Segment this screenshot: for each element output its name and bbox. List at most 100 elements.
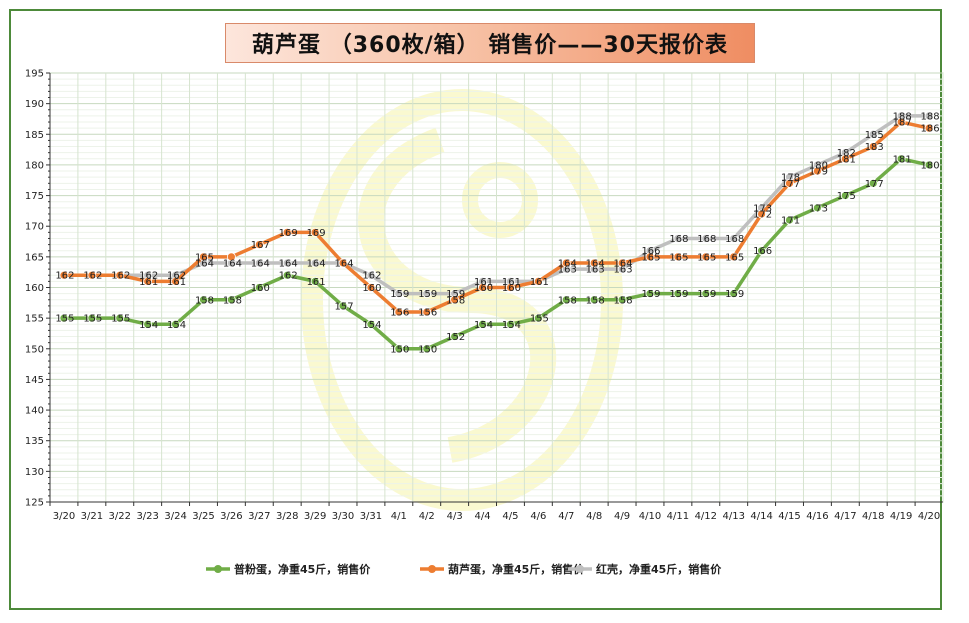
y-tick-label: 195 [25,69,44,80]
series-0 [59,154,934,354]
data-label: 186 [921,124,940,135]
data-label: 165 [669,252,688,263]
data-label: 159 [669,289,688,300]
x-tick-label: 4/9 [614,511,630,522]
data-point [840,154,850,164]
data-point [254,240,264,250]
x-tick-label: 3/25 [192,511,214,522]
data-point [338,258,348,268]
legend-item-0: 普粉蛋，净重45斤，销售价 [206,562,371,576]
data-label: 164 [195,258,214,269]
data-point [757,209,767,219]
data-label: 185 [865,130,884,141]
data-point [254,283,264,292]
data-point [785,178,794,188]
data-point [673,252,683,262]
data-point [310,258,320,268]
x-tick-label: 3/20 [53,511,75,522]
legend-label: 普粉蛋，净重45斤，销售价 [234,562,371,576]
y-tick-label: 135 [25,436,44,447]
x-tick-label: 3/28 [276,511,298,522]
data-label: 157 [334,301,353,312]
data-point [226,295,236,305]
data-point [533,276,543,286]
data-label: 167 [251,240,270,251]
legend-swatch-marker [428,565,436,573]
x-tick-label: 4/13 [722,511,744,522]
data-point [673,234,683,243]
data-label: 163 [558,265,577,276]
data-point [729,252,739,262]
data-label: 164 [279,258,298,269]
data-point [924,111,934,121]
data-label: 158 [558,295,577,306]
data-point [422,344,432,354]
x-tick-label: 3/26 [220,511,242,522]
data-label: 154 [167,320,186,331]
data-label: 180 [921,160,940,171]
data-point [422,289,432,299]
data-label: 169 [279,228,298,239]
data-label: 173 [809,203,828,214]
data-point [394,344,404,354]
data-label: 159 [418,289,437,300]
data-point [478,283,487,292]
data-label: 162 [83,271,102,282]
data-label: 154 [139,320,158,331]
data-label: 188 [921,111,940,122]
data-point [617,258,627,268]
data-point [366,283,376,292]
data-label: 160 [502,283,521,294]
data-point [785,215,794,225]
data-point [617,295,627,305]
series-line [62,120,931,314]
data-point [645,289,655,299]
x-tick-label: 4/7 [558,511,574,522]
data-point [59,270,69,280]
data-point [729,289,739,299]
data-label: 164 [251,258,270,269]
data-point [171,276,180,286]
data-point [171,319,180,329]
data-label: 159 [641,289,660,300]
data-label: 177 [781,179,800,190]
data-point [115,313,125,323]
data-point [701,289,711,299]
series-labels-2: 162 162 162 162 162 164 164 164 164 164 164 162 159 1… [55,111,939,300]
y-tick-label: 185 [25,130,44,141]
data-point [282,258,292,268]
data-point [366,270,376,280]
data-label: 162 [111,271,130,282]
data-label: 179 [809,167,828,178]
data-point [143,276,153,286]
data-label: 158 [586,295,605,306]
x-tick-label: 4/3 [447,511,463,522]
data-label: 154 [474,320,493,331]
y-tick-label: 160 [25,283,44,294]
data-label: 188 [893,111,912,122]
x-tick-label: 4/15 [778,511,800,522]
data-point [115,270,125,280]
legend-swatch-marker [576,565,584,573]
data-point [924,160,934,170]
data-point [561,295,571,305]
data-point [589,258,599,268]
data-label: 161 [502,277,521,288]
data-point [87,270,97,280]
x-tick-label: 3/22 [109,511,131,522]
data-label: 164 [586,258,605,269]
data-point [589,295,599,305]
x-tick-label: 3/30 [332,511,354,522]
x-tick-label: 4/17 [834,511,856,522]
x-tick-label: 4/20 [918,511,940,522]
data-label: 161 [167,277,186,288]
y-tick-label: 155 [25,314,44,325]
data-point [338,301,348,311]
data-label: 160 [362,283,381,294]
data-point [701,252,711,262]
data-point [59,313,69,323]
data-label: 162 [139,271,158,282]
